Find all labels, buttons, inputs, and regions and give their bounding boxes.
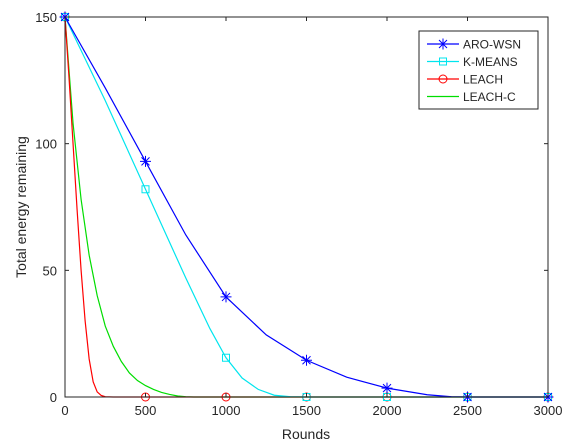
x-tick-label-1000: 1000 bbox=[212, 403, 241, 418]
legend: ARO-WSN K-MEANS LEACH LEACH-C bbox=[418, 30, 539, 110]
legend-marker-aro-wsn bbox=[437, 38, 449, 50]
y-axis-label: Total energy remaining bbox=[13, 136, 29, 278]
y-tick-label-50: 50 bbox=[43, 263, 57, 278]
marker-aro-wsn-4 bbox=[381, 382, 393, 394]
y-tick-label-0: 0 bbox=[50, 390, 57, 405]
series-leach-c bbox=[64, 16, 548, 398]
marker-k-means-2 bbox=[222, 353, 230, 362]
legend-marker-k-means bbox=[439, 57, 447, 66]
x-tick-label-2500: 2500 bbox=[453, 403, 482, 418]
legend-item-leach: LEACH bbox=[427, 73, 503, 87]
legend-item-leach-c: LEACH-C bbox=[427, 90, 516, 104]
x-tick-label-3000: 3000 bbox=[534, 403, 562, 418]
marker-aro-wsn-1 bbox=[140, 155, 151, 167]
series-line-leach-c bbox=[64, 16, 548, 398]
legend-label-k-means: K-MEANS bbox=[463, 55, 518, 69]
y-tick-label-100: 100 bbox=[35, 137, 57, 152]
legend-marker-leach bbox=[438, 74, 448, 84]
x-tick-label-500: 500 bbox=[135, 403, 157, 418]
marker-k-means-1 bbox=[141, 185, 150, 194]
marker-aro-wsn-2 bbox=[220, 291, 232, 303]
y-tick-label-150: 150 bbox=[35, 10, 57, 25]
legend-label-leach: LEACH bbox=[463, 73, 503, 87]
legend-item-k-means: K-MEANS bbox=[427, 55, 518, 69]
x-tick-label-2000: 2000 bbox=[373, 403, 402, 418]
x-tick-label-0: 0 bbox=[61, 403, 68, 418]
x-axis-label: Rounds bbox=[282, 426, 330, 442]
legend-label-leach-c: LEACH-C bbox=[463, 90, 516, 104]
legend-item-aro-wsn: ARO-WSN bbox=[427, 38, 521, 52]
legend-label-aro-wsn: ARO-WSN bbox=[463, 38, 521, 52]
marker-aro-wsn-3 bbox=[301, 354, 312, 366]
axes: 0 500 1000 1500 2000 2500 3000 0 50 100 150 bbox=[35, 10, 562, 418]
x-tick-label-1500: 1500 bbox=[292, 403, 321, 418]
